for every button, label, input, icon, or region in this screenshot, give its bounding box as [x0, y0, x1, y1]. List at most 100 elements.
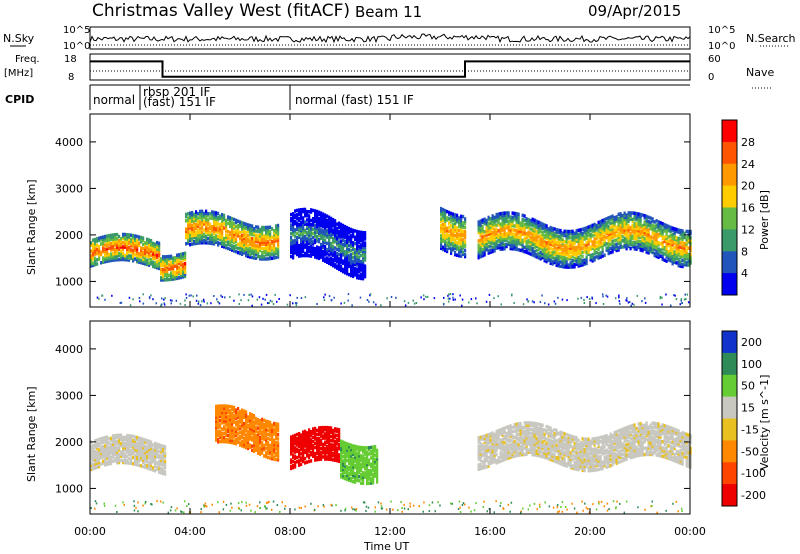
heatmap-cell [364, 235, 367, 239]
heatmap-cell [326, 247, 329, 252]
heatmap-cell [257, 227, 260, 231]
heatmap-cell [571, 238, 574, 242]
heatmap-cell [211, 216, 214, 221]
heatmap-cell [330, 241, 333, 246]
heatmap-cell [547, 235, 550, 239]
heatmap-cell [456, 253, 459, 257]
heatmap-cell [302, 443, 305, 447]
heatmap-cell [344, 229, 347, 233]
heatmap-cell [360, 247, 363, 251]
heatmap-cell [213, 242, 216, 246]
heatmap-cell [585, 242, 588, 247]
heatmap-cell [657, 247, 660, 251]
heatmap-cell [213, 212, 216, 217]
heatmap-cell [310, 252, 313, 256]
heatmap-cell [225, 235, 228, 239]
heatmap-cell [306, 247, 309, 251]
heatmap-cell [170, 275, 173, 279]
heatmap-cell [627, 225, 630, 230]
heatmap-cell [277, 238, 280, 242]
heatmap-cell [94, 460, 97, 464]
heatmap-cell [170, 271, 173, 275]
heatmap-cell [298, 248, 301, 252]
heatmap-cell [201, 232, 204, 237]
heatmap-cell [509, 228, 512, 232]
heatmap-cell [221, 215, 224, 219]
heatmap-cell [176, 272, 179, 276]
heatmap-cell [152, 457, 155, 462]
heatmap-cell [485, 231, 488, 235]
heatmap-cell [237, 413, 240, 417]
heatmap-cell [158, 449, 161, 453]
heatmap-cell [112, 252, 115, 256]
heatmap-cell [637, 241, 640, 246]
heatmap-cell [456, 230, 459, 234]
heatmap-cell [302, 449, 305, 453]
heatmap-cell [529, 243, 532, 248]
heatmap-cell [106, 259, 109, 263]
heatmap-cell [499, 226, 502, 231]
heatmap-cell [559, 247, 562, 252]
heatmap-cell [575, 258, 578, 262]
heatmap-cell [653, 253, 656, 258]
heatmap-cell [296, 223, 299, 227]
heatmap-cell [645, 225, 648, 229]
heatmap-cell [607, 243, 610, 247]
heatmap-cell [245, 443, 248, 448]
heatmap-cell [96, 258, 99, 262]
heatmap-cell [102, 239, 105, 244]
heatmap-cell [511, 240, 514, 245]
heatmap-cell [302, 245, 305, 249]
heatmap-cell [257, 445, 260, 449]
heatmap-cell [340, 239, 343, 243]
heatmap-cell [663, 252, 666, 256]
heatmap-cell [150, 259, 153, 264]
heatmap-cell [615, 217, 618, 221]
heatmap-cell [599, 238, 602, 243]
heatmap-cell [176, 270, 179, 274]
heatmap-cell [308, 247, 311, 252]
heatmap-cell [316, 237, 319, 241]
heatmap-cell [231, 217, 234, 221]
heatmap-cell [334, 265, 337, 269]
heatmap-cell [271, 235, 274, 240]
heatmap-cell [98, 452, 101, 456]
heatmap-cell [573, 235, 576, 240]
heatmap-cell [273, 446, 276, 451]
heatmap-cell [525, 231, 528, 236]
heatmap-cell [677, 236, 680, 241]
heatmap-cell [320, 236, 323, 240]
heatmap-cell [290, 466, 293, 471]
heatmap-cell [243, 221, 246, 226]
heatmap-cell [296, 246, 299, 250]
heatmap-cell [269, 252, 272, 257]
heatmap-cell [485, 227, 488, 231]
heatmap-cell [509, 230, 512, 234]
heatmap-cell [239, 251, 242, 256]
heatmap-cell [138, 451, 141, 455]
heatmap-cell [104, 444, 107, 448]
heatmap-cell [639, 231, 642, 236]
heatmap-cell [260, 303, 263, 306]
heatmap-cell [509, 232, 512, 236]
heatmap-cell [136, 452, 139, 456]
heatmap-cell [485, 225, 488, 229]
heatmap-cell [681, 241, 684, 246]
heatmap-cell [255, 225, 258, 229]
heatmap-cell [605, 223, 608, 227]
heatmap-cell [364, 264, 367, 268]
heatmap-cell [189, 224, 192, 228]
heatmap-cell [663, 246, 666, 250]
heatmap-cell [219, 425, 222, 429]
heatmap-cell [589, 255, 592, 260]
heatmap-cell [271, 440, 274, 444]
heatmap-cell [332, 263, 335, 268]
heatmap-cell [585, 245, 588, 249]
heatmap-cell [249, 428, 252, 433]
heatmap-cell [267, 252, 270, 257]
heatmap-cell [334, 237, 337, 242]
heatmap-cell [645, 216, 648, 221]
heatmap-cell [637, 235, 640, 239]
heatmap-cell [591, 252, 594, 257]
heatmap-cell [336, 260, 339, 264]
